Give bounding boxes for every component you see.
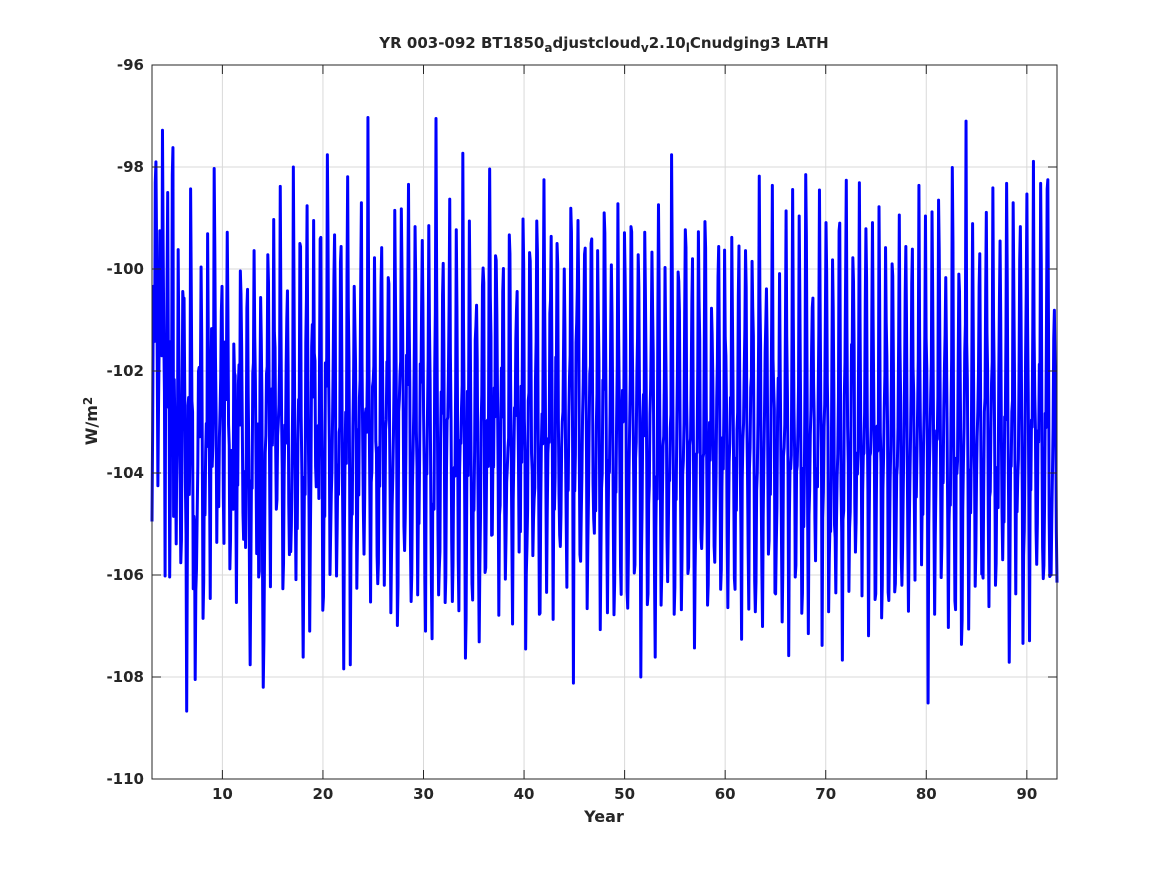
title-part-6: Cnudging3 LATH	[690, 34, 829, 52]
y-tick-label-0: -110	[106, 770, 144, 788]
axis-tick-labels: 10 20 30 40 50 60 70 80 90 -110 -108 -106 -104 -102 -1…	[106, 56, 1037, 803]
chart-title: YR 003-092 BT1850adjustcloudv2.10lCnudgi…	[378, 34, 828, 55]
axis-ticks	[152, 64, 1057, 780]
y-label-base: W/m	[82, 405, 101, 445]
x-tick-label-8: 90	[1016, 785, 1037, 803]
x-tick-label-4: 50	[614, 785, 635, 803]
title-part-2: djustcloud	[552, 34, 640, 52]
y-tick-label-5: -100	[106, 260, 144, 278]
y-axis-label: W/m2	[81, 397, 101, 446]
title-part-3: v	[641, 41, 649, 55]
title-part-4: 2.10	[649, 34, 686, 52]
x-tick-label-5: 60	[715, 785, 736, 803]
title-part-0: YR 003-092 BT1850	[378, 34, 544, 52]
y-tick-label-2: -106	[106, 566, 144, 584]
y-tick-label-3: -104	[106, 464, 144, 482]
plot-frame	[151, 64, 1058, 780]
x-tick-label-7: 80	[916, 785, 937, 803]
title-part-5: l	[686, 41, 690, 55]
y-tick-label-7: -96	[117, 56, 144, 74]
x-tick-label-1: 20	[313, 785, 334, 803]
x-tick-label-2: 30	[413, 785, 434, 803]
y-tick-label-6: -98	[117, 158, 144, 176]
x-axis-label: Year	[583, 807, 624, 826]
series-layer	[150, 116, 1059, 713]
y-tick-label-4: -102	[106, 362, 144, 380]
y-tick-label-1: -108	[106, 668, 144, 686]
title-part-1: a	[544, 41, 552, 55]
y-label-sup: 2	[81, 397, 95, 405]
series-line-0	[150, 116, 1059, 713]
x-tick-label-0: 10	[212, 785, 233, 803]
x-tick-label-3: 40	[514, 785, 535, 803]
x-tick-label-6: 70	[815, 785, 836, 803]
